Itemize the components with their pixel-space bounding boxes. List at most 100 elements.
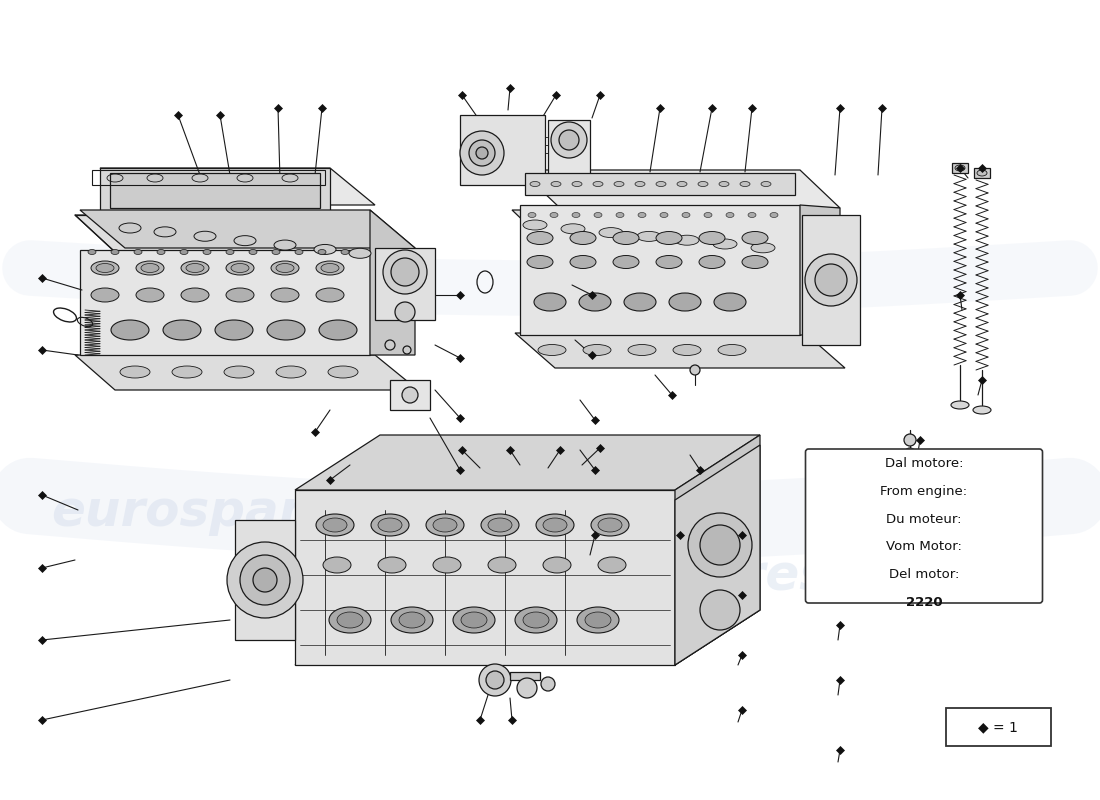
Ellipse shape [740, 182, 750, 186]
Ellipse shape [977, 170, 987, 176]
Polygon shape [800, 205, 840, 335]
Circle shape [688, 513, 752, 577]
Ellipse shape [591, 514, 629, 536]
Ellipse shape [276, 263, 294, 273]
Circle shape [227, 542, 302, 618]
Circle shape [478, 664, 512, 696]
Ellipse shape [488, 518, 512, 532]
Ellipse shape [378, 518, 402, 532]
Ellipse shape [561, 224, 585, 234]
Polygon shape [100, 168, 330, 212]
Ellipse shape [527, 255, 553, 269]
Bar [974, 168, 990, 178]
Ellipse shape [770, 213, 778, 218]
Ellipse shape [194, 231, 216, 242]
Ellipse shape [433, 557, 461, 573]
Ellipse shape [748, 213, 756, 218]
Polygon shape [75, 215, 415, 252]
Ellipse shape [272, 250, 280, 254]
Polygon shape [295, 435, 760, 490]
Ellipse shape [267, 320, 305, 340]
Circle shape [395, 302, 415, 322]
Text: Du moteur:: Du moteur: [887, 513, 961, 526]
Circle shape [385, 340, 395, 350]
Polygon shape [100, 168, 375, 205]
Polygon shape [870, 465, 1000, 498]
Ellipse shape [635, 182, 645, 186]
Ellipse shape [120, 366, 150, 378]
Ellipse shape [536, 514, 574, 536]
Ellipse shape [204, 250, 211, 254]
Ellipse shape [522, 220, 547, 230]
Polygon shape [390, 380, 430, 410]
Ellipse shape [453, 607, 495, 633]
Circle shape [805, 254, 857, 306]
Ellipse shape [534, 293, 566, 311]
Ellipse shape [157, 250, 165, 254]
Circle shape [517, 678, 537, 698]
Ellipse shape [551, 182, 561, 186]
Text: Dal motore:: Dal motore: [884, 458, 964, 470]
Ellipse shape [91, 288, 119, 302]
Ellipse shape [481, 514, 519, 536]
Ellipse shape [321, 263, 339, 273]
Ellipse shape [119, 223, 141, 233]
Ellipse shape [974, 406, 991, 414]
Polygon shape [512, 210, 848, 248]
Text: From engine:: From engine: [880, 485, 968, 498]
Ellipse shape [390, 607, 433, 633]
Ellipse shape [319, 320, 358, 340]
Ellipse shape [91, 261, 119, 275]
Ellipse shape [318, 250, 326, 254]
Ellipse shape [399, 612, 425, 628]
Bar [946, 708, 1050, 746]
Ellipse shape [134, 250, 142, 254]
Circle shape [904, 448, 916, 460]
Circle shape [460, 131, 504, 175]
Circle shape [476, 147, 488, 159]
Ellipse shape [600, 227, 623, 238]
Bar [952, 163, 968, 173]
Ellipse shape [276, 366, 306, 378]
Circle shape [904, 434, 916, 446]
Text: Vom Motor:: Vom Motor: [887, 540, 961, 554]
Ellipse shape [628, 345, 656, 355]
Circle shape [240, 555, 290, 605]
Ellipse shape [698, 231, 725, 245]
Ellipse shape [249, 250, 257, 254]
Ellipse shape [530, 182, 540, 186]
Ellipse shape [698, 182, 708, 186]
Circle shape [253, 568, 277, 592]
Ellipse shape [154, 227, 176, 237]
Circle shape [700, 525, 740, 565]
Ellipse shape [583, 345, 610, 355]
Circle shape [901, 489, 918, 507]
Ellipse shape [637, 231, 661, 242]
Polygon shape [80, 210, 415, 248]
Ellipse shape [316, 514, 354, 536]
Ellipse shape [349, 248, 371, 258]
Ellipse shape [111, 320, 148, 340]
Ellipse shape [570, 255, 596, 269]
Ellipse shape [433, 518, 456, 532]
Ellipse shape [186, 263, 204, 273]
Ellipse shape [136, 288, 164, 302]
Polygon shape [515, 333, 845, 368]
Ellipse shape [656, 231, 682, 245]
Ellipse shape [323, 518, 346, 532]
Ellipse shape [488, 557, 516, 573]
Ellipse shape [543, 557, 571, 573]
Circle shape [486, 671, 504, 689]
Ellipse shape [226, 250, 234, 254]
Ellipse shape [214, 320, 253, 340]
Polygon shape [520, 170, 840, 208]
Ellipse shape [660, 213, 668, 218]
Ellipse shape [613, 255, 639, 269]
Text: eurospares: eurospares [51, 488, 367, 536]
Text: eurospares: eurospares [513, 552, 829, 600]
Ellipse shape [528, 213, 536, 218]
Ellipse shape [616, 213, 624, 218]
Ellipse shape [585, 612, 611, 628]
Ellipse shape [594, 213, 602, 218]
Ellipse shape [96, 263, 114, 273]
